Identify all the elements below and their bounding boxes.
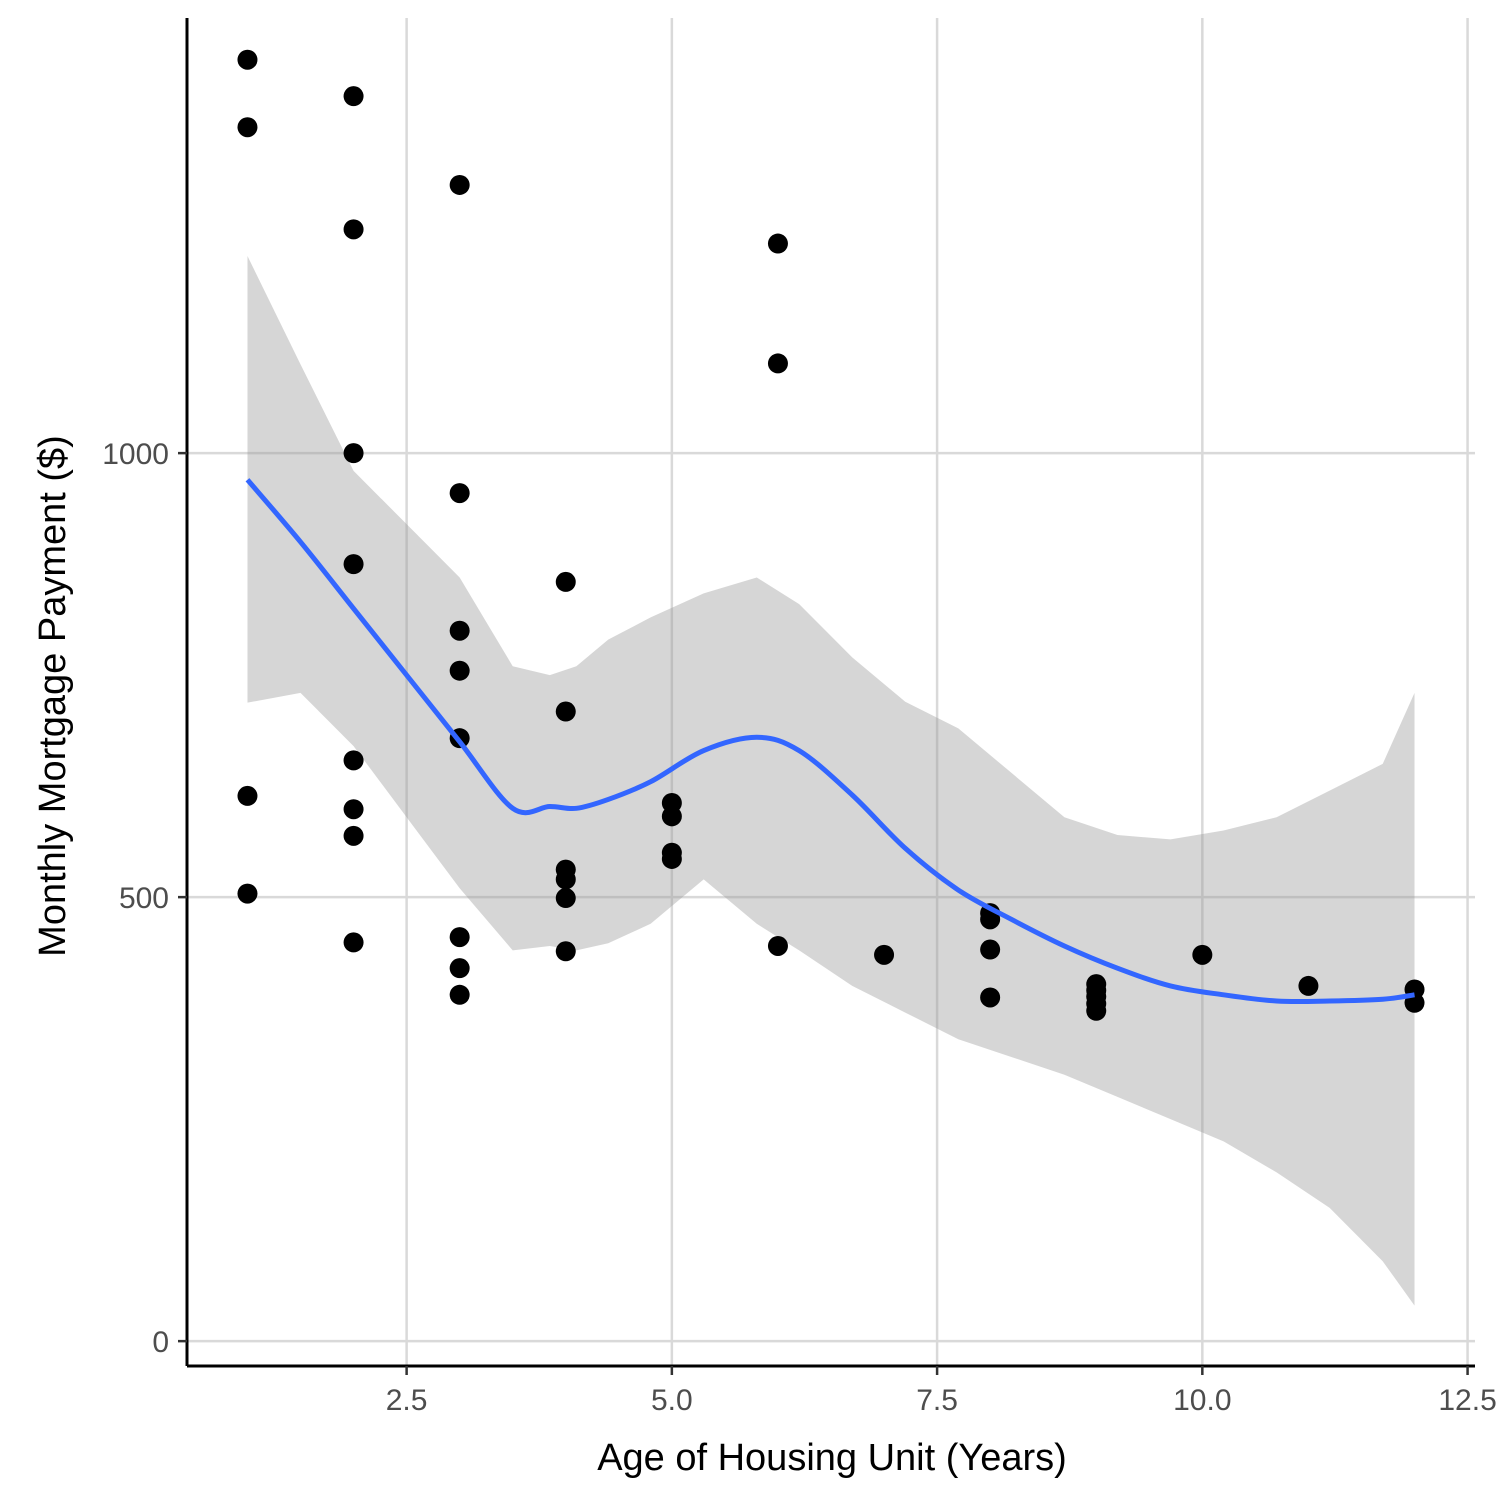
data-point [343, 86, 364, 107]
confidence-band-layer [247, 255, 1415, 1306]
x-tick-label: 10.0 [1173, 1384, 1231, 1417]
data-point [1086, 1000, 1107, 1021]
x-tick-label: 2.5 [386, 1384, 428, 1417]
x-axis-title: Age of Housing Unit (Years) [597, 1437, 1067, 1479]
data-point [1298, 975, 1319, 996]
data-point [874, 944, 895, 965]
data-point [449, 660, 470, 681]
x-axis-ticks: 2.5 5.0 7.5 10.0 12.5 [386, 1366, 1497, 1417]
data-point [449, 483, 470, 504]
x-tick-label: 12.5 [1438, 1384, 1496, 1417]
data-point [449, 984, 470, 1005]
y-axis-ticks: 0 500 1000 [102, 438, 187, 1359]
y-tick-label: 1000 [102, 438, 169, 471]
data-point [449, 958, 470, 979]
data-point [343, 554, 364, 575]
data-point [449, 174, 470, 195]
data-point [555, 941, 576, 962]
data-point [237, 117, 258, 138]
data-point [555, 888, 576, 909]
smooth-line-layer [245, 478, 1415, 1005]
confidence-band [247, 255, 1415, 1306]
data-points-layer [237, 49, 1425, 1021]
y-axis-title: Monthly Mortgage Payment ($) [32, 435, 74, 957]
data-point [449, 620, 470, 641]
data-point [661, 848, 682, 869]
data-point [343, 750, 364, 771]
data-point [767, 353, 788, 374]
data-point [237, 49, 258, 70]
data-point [449, 927, 470, 948]
data-point [343, 799, 364, 820]
data-point [343, 443, 364, 464]
data-point [1192, 944, 1213, 965]
data-point [555, 701, 576, 722]
y-tick-label: 0 [152, 1326, 169, 1359]
data-point [661, 806, 682, 827]
data-point [980, 987, 1001, 1008]
data-point [767, 935, 788, 956]
x-tick-label: 5.0 [651, 1384, 693, 1417]
data-point [980, 939, 1001, 960]
data-point [237, 785, 258, 806]
data-point [555, 869, 576, 890]
axes [185, 18, 1475, 1368]
data-point [343, 825, 364, 846]
data-point [237, 883, 258, 904]
data-point [767, 233, 788, 254]
grid-lines [187, 18, 1475, 1366]
y-tick-label: 500 [119, 882, 169, 915]
data-point [555, 571, 576, 592]
data-point [980, 909, 1001, 930]
smooth-trend-line [245, 478, 1415, 1005]
x-tick-label: 7.5 [916, 1384, 958, 1417]
data-point [343, 932, 364, 953]
data-point [343, 219, 364, 240]
